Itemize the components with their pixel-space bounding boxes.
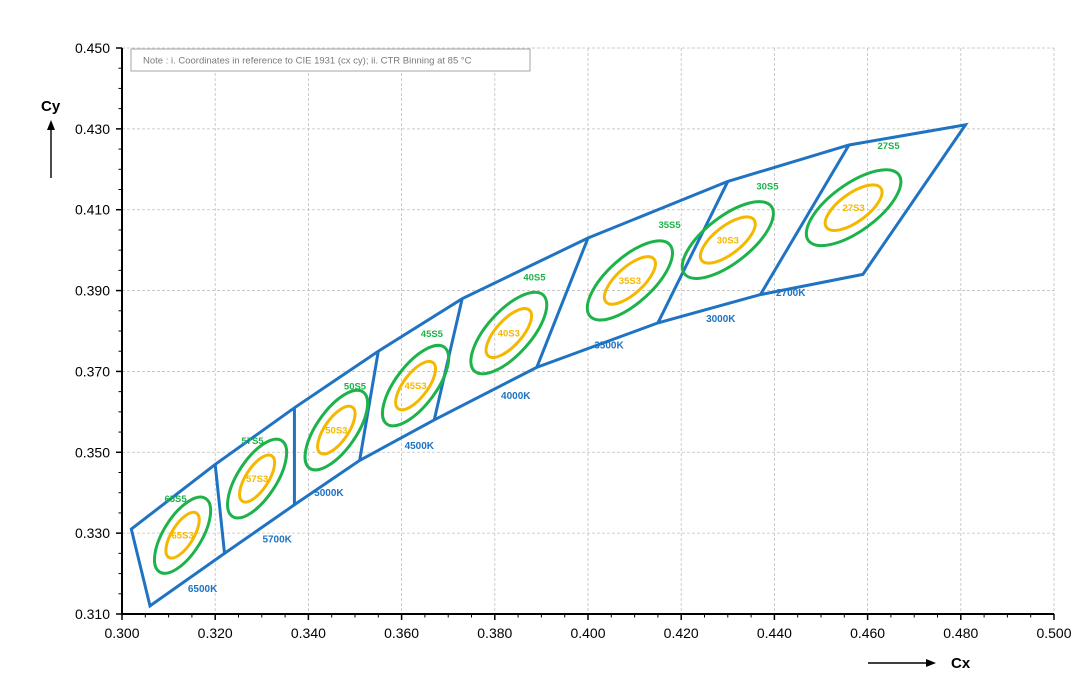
bin-divider [535, 237, 590, 368]
ellipse-3step [602, 255, 657, 306]
ellipse-3step [164, 510, 201, 560]
x-tick-label: 0.360 [384, 625, 419, 641]
bin3-label: 40S3 [498, 329, 520, 340]
ellipse-3step [394, 359, 437, 412]
cct-label: 3500K [594, 340, 624, 351]
x-tick-label: 0.400 [570, 625, 605, 641]
x-axis-title-group: Cx [868, 655, 971, 672]
x-axis-title: Cx [951, 655, 971, 672]
x-tick-label: 0.460 [850, 625, 885, 641]
cct-label: 4000K [501, 391, 531, 402]
y-tick-label: 0.450 [75, 40, 110, 56]
bin5-label: 45S5 [421, 329, 444, 340]
bin5-label: 27S5 [877, 141, 900, 152]
ellipse-3step [316, 404, 357, 456]
y-axis-arrowhead [47, 120, 55, 130]
note-text: Note : i. Coordinates in reference to CI… [143, 56, 472, 67]
y-tick-label: 0.310 [75, 606, 110, 622]
x-tick-label: 0.380 [477, 625, 512, 641]
labels: 0.300 0.320 0.340 0.360 0.380 0.400 0.420 0.440… [75, 40, 1072, 641]
x-tick-label: 0.440 [757, 625, 792, 641]
ellipse-5step [380, 343, 451, 428]
bin-regions [129, 122, 969, 609]
x-tick-label: 0.420 [664, 625, 699, 641]
bin5-label: 30S5 [756, 182, 779, 193]
ellipse-5step [804, 168, 903, 248]
bin-divider [213, 464, 227, 554]
ellipse-3step [484, 307, 534, 359]
y-axis-title-group: Cy [41, 98, 61, 178]
bin-divider [759, 144, 851, 296]
cct-label: 5700K [262, 534, 292, 545]
ellipse-3step [238, 453, 277, 504]
bin5-label: 50S5 [344, 382, 367, 393]
cct-label: 2700K [776, 288, 806, 299]
x-tick-label: 0.500 [1036, 625, 1071, 641]
ellipse-3step [698, 215, 757, 265]
bin5-label: 40S5 [523, 272, 546, 283]
bin3-label: 30S3 [717, 236, 739, 247]
y-tick-label: 0.410 [75, 202, 110, 218]
bin5-label: 35S5 [658, 220, 681, 231]
bin5-label: 65S5 [164, 494, 187, 505]
grid [121, 47, 1055, 615]
x-axis-arrowhead [926, 659, 936, 667]
bin3-label: 50S3 [325, 426, 347, 437]
ellipse-5step [226, 437, 289, 520]
ellipse-5step [469, 290, 549, 376]
note-box: Note : i. Coordinates in reference to CI… [130, 48, 531, 72]
cct-label: 4500K [405, 441, 435, 452]
x-tick-label: 0.320 [198, 625, 233, 641]
bin3-label: 45S3 [404, 381, 426, 392]
bin-boundary [129, 122, 969, 609]
bin3-label: 35S3 [619, 276, 641, 287]
y-tick-label: 0.370 [75, 363, 110, 379]
ellipse-5step [303, 388, 370, 472]
bin3-label: 57S3 [246, 474, 268, 485]
axes [116, 47, 1055, 620]
x-tick-label: 0.300 [104, 625, 139, 641]
x-tick-label: 0.480 [943, 625, 978, 641]
y-axis-title: Cy [41, 98, 61, 115]
bin3-label: 27S3 [843, 203, 865, 214]
y-tick-label: 0.350 [75, 444, 110, 460]
cct-label: 6500K [188, 584, 218, 595]
cct-label: 3000K [706, 314, 736, 325]
bin5-label: 57S5 [241, 436, 264, 447]
ellipse-3step [823, 183, 884, 232]
x-tick-label: 0.340 [291, 625, 326, 641]
y-tick-label: 0.390 [75, 283, 110, 299]
ellipse-5step [153, 495, 213, 575]
y-tick-label: 0.430 [75, 121, 110, 137]
bin-divider [656, 180, 730, 324]
y-tick-label: 0.330 [75, 525, 110, 541]
ellipse-5step [680, 200, 775, 280]
ellipse-5step [585, 239, 675, 322]
bin3-label: 65S3 [171, 531, 193, 542]
cct-label: 5000K [314, 488, 344, 499]
